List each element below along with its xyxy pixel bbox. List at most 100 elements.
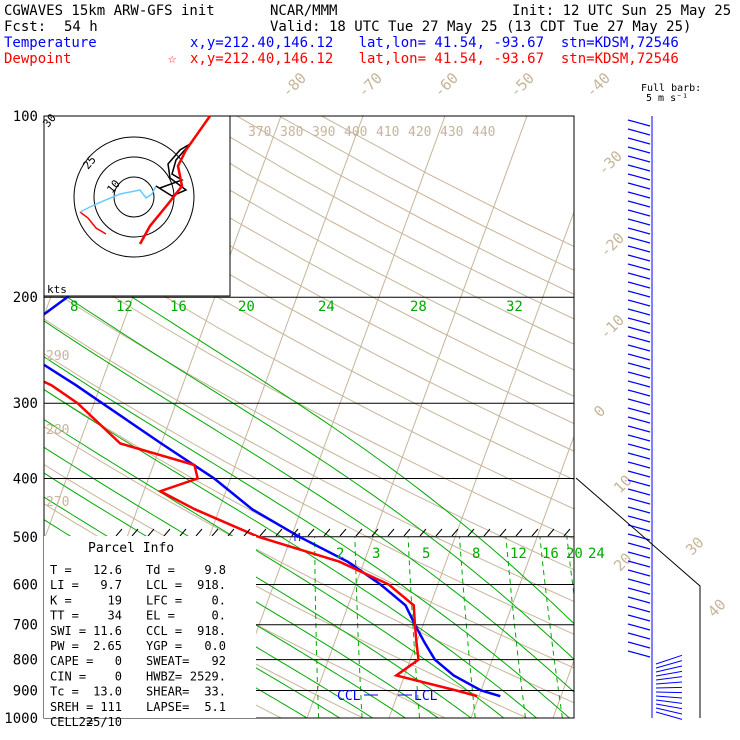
wind-barb	[627, 551, 651, 559]
parcel-info-key: LI =	[50, 578, 79, 592]
mixing-ratio-label: 20	[238, 299, 255, 315]
wind-barb	[627, 353, 651, 361]
dry-adiabat-line	[66, 116, 574, 397]
wind-barb	[627, 191, 651, 199]
fcst-label: Fcst:	[4, 19, 47, 35]
parcel-info-key: K =	[50, 593, 72, 607]
wind-barb	[627, 173, 651, 181]
mixing-ratio-line	[354, 536, 363, 718]
pressure-tick-label: 500	[13, 530, 38, 546]
wind-barb	[627, 137, 651, 145]
wind-barb	[627, 389, 651, 397]
wind-barb	[627, 344, 651, 352]
dry-adiabat-line	[44, 318, 574, 603]
parcel-info-key: LCL =	[146, 578, 182, 592]
m-marker: M	[294, 531, 301, 544]
parcel-info-value: 0.	[212, 609, 226, 623]
model-title: CGWAVES 15km ARW-GFS init	[4, 3, 215, 19]
wind-barb	[627, 452, 651, 460]
temperature-legend: Temperature	[4, 35, 97, 51]
mixing-ratio-label: 32	[506, 299, 523, 315]
wind-barb	[627, 542, 651, 550]
pressure-tick-label: 800	[13, 653, 38, 669]
wind-barb	[627, 380, 651, 388]
tick-mark	[483, 528, 491, 537]
dry-adiabat-line	[236, 116, 574, 295]
tick-mark	[547, 528, 555, 537]
parcel-info-key: Td =	[146, 563, 175, 577]
wind-barb	[627, 398, 651, 406]
wind-barb	[627, 371, 651, 379]
dry-adiabat-line	[44, 157, 574, 452]
barb-note-units: 5 m s⁻¹	[646, 93, 689, 104]
wind-barb	[627, 308, 651, 316]
tick-mark	[243, 528, 251, 537]
parcel-info-value: 11.6	[93, 624, 122, 638]
mixing-ratio-label: 3	[372, 546, 380, 562]
parcel-info-key: LFC =	[146, 593, 182, 607]
isotherm-line	[306, 116, 528, 718]
parcel-info-value: 12.6	[93, 563, 122, 577]
parcel-info-value: 9.7	[100, 578, 122, 592]
pressure-tick-label: 200	[13, 290, 38, 306]
wind-barb	[627, 506, 651, 514]
wind-barb	[627, 119, 651, 127]
parcel-info-value: 5.1	[204, 700, 226, 714]
wind-barb	[627, 461, 651, 469]
parcel-info-value: 918.	[197, 624, 226, 638]
pressure-tick-label: 100	[13, 109, 38, 125]
isotherm-label-right: -30	[594, 147, 626, 179]
wind-barb	[627, 416, 651, 424]
isotherm-label-top: -40	[582, 69, 614, 101]
mixing-ratio-label: 24	[318, 299, 335, 315]
wind-barb	[627, 227, 651, 235]
theta-label: 400	[344, 125, 367, 140]
wind-barb	[627, 182, 651, 190]
theta-label: 370	[248, 125, 271, 140]
pressure-tick-label: 400	[13, 471, 38, 487]
tick-mark	[563, 528, 571, 537]
tick-mark	[275, 528, 283, 537]
tick-mark	[131, 528, 139, 537]
parcel-info-key: CELL =	[50, 715, 93, 729]
isotherm-label-right: 30	[682, 533, 708, 559]
parcel-info-key: CIN =	[50, 669, 86, 683]
parcel-info-key: YGP =	[146, 639, 182, 653]
dry-adiabat-line	[278, 116, 574, 271]
parcel-info-key: Tc =	[50, 685, 79, 699]
theta-label: 380	[280, 125, 303, 140]
plot-frame	[43, 115, 575, 719]
tick-mark	[211, 528, 219, 537]
mixing-ratio-label: 16	[170, 299, 187, 315]
dewpoint-profile-segment	[138, 115, 212, 245]
mixing-ratio-label: 12	[116, 299, 133, 315]
wind-barb	[627, 209, 651, 217]
isotherm-label-right: 0	[590, 402, 609, 421]
hodograph-trace-low	[79, 211, 107, 235]
pressure-tick-label: 900	[13, 683, 38, 699]
isotherm-label-top: -60	[430, 69, 462, 101]
wind-barb	[627, 497, 651, 505]
wind-barb	[655, 670, 683, 677]
dewpoint-legend: Dewpoint	[4, 51, 72, 67]
wind-barb	[627, 281, 651, 289]
temperature-location: x,y=212.40,146.12 lat,lon= 41.54, -93.67…	[190, 35, 679, 51]
parcel-info-key: SWEAT=	[146, 654, 189, 668]
mixing-ratio-label: 8	[472, 546, 480, 562]
wind-barb	[627, 632, 651, 640]
mixing-ratio-line	[407, 536, 420, 718]
parcel-info-value: 2.65	[93, 639, 122, 653]
theta-label: 390	[312, 125, 335, 140]
dry-adiabat-line	[194, 116, 574, 320]
parcel-info-key: TT =	[50, 609, 79, 623]
parcel-info-value: 92	[212, 654, 226, 668]
tick-mark	[323, 528, 331, 537]
isotherm-line	[388, 210, 574, 718]
wind-barb	[627, 254, 651, 262]
tick-mark	[179, 528, 187, 537]
parcel-info-value: 225/10	[79, 715, 122, 729]
mixing-ratio-label: 20	[566, 546, 583, 562]
parcel-info-value: 0	[115, 654, 122, 668]
wind-barb	[627, 200, 651, 208]
isotherm-label-right: 10	[610, 471, 636, 497]
